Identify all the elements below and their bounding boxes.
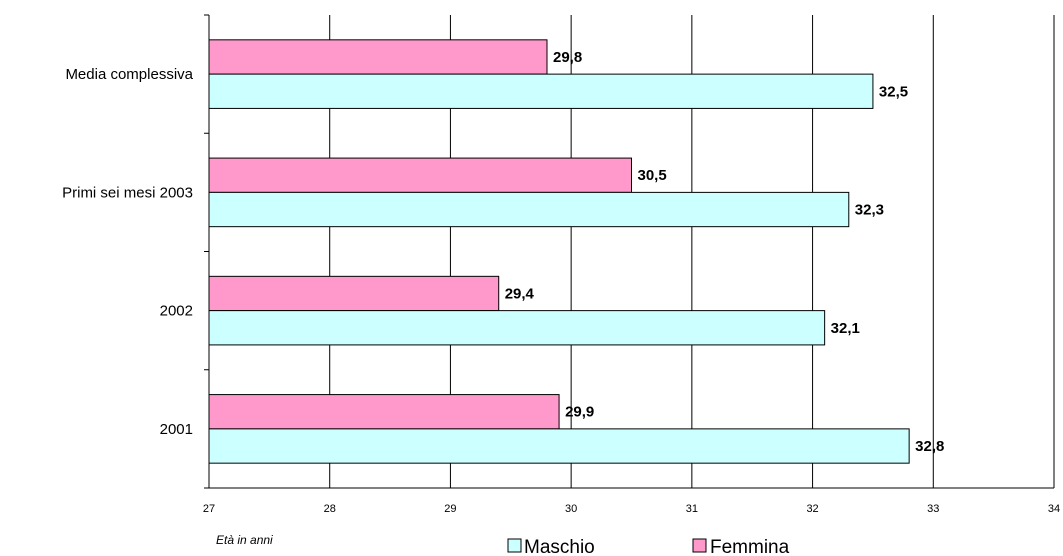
x-tick-label: 28 xyxy=(324,503,336,515)
data-label-maschio: 32,5 xyxy=(879,83,908,100)
x-axis-title: Età in anni xyxy=(216,533,273,547)
x-tick-label: 33 xyxy=(927,503,939,515)
x-tick-label: 31 xyxy=(686,503,698,515)
data-label-femmina: 29,9 xyxy=(565,404,594,421)
bar-maschio xyxy=(208,428,910,464)
data-label-maschio: 32,3 xyxy=(855,202,884,219)
category-label: 2002 xyxy=(160,303,193,320)
bar-maschio xyxy=(208,73,874,109)
bar-maschio xyxy=(208,191,850,228)
legend: Maschio Femmina xyxy=(507,537,790,556)
category-label: Primi sei mesi 2003 xyxy=(62,184,193,201)
bar-femmina xyxy=(208,39,548,75)
legend-label-maschio: Maschio xyxy=(524,537,595,556)
x-tick-label: 34 xyxy=(1048,503,1060,515)
bar-femmina xyxy=(208,275,500,312)
x-tick-label: 27 xyxy=(203,503,215,515)
bar-maschio xyxy=(208,310,826,346)
x-tick-label: 32 xyxy=(806,503,818,515)
data-label-maschio: 32,8 xyxy=(915,438,944,455)
bar-femmina xyxy=(208,394,560,430)
legend-swatch-femmina xyxy=(692,538,707,553)
data-label-maschio: 32,1 xyxy=(831,320,860,337)
bars xyxy=(208,39,910,464)
data-label-femmina: 29,4 xyxy=(505,285,535,302)
legend-label-femmina: Femmina xyxy=(710,537,790,556)
category-label: Media complessiva xyxy=(65,66,193,83)
x-tick-label: 29 xyxy=(444,503,456,515)
legend-swatch-maschio xyxy=(507,538,522,553)
data-label-femmina: 30,5 xyxy=(638,167,667,184)
labels: 27 28 29 30 31 32 33 34 2001 29,9 32,8 2002 29,4 32,1… xyxy=(62,49,1060,515)
data-label-femmina: 29,8 xyxy=(553,49,582,66)
bar-femmina xyxy=(208,157,632,193)
x-tick-label: 30 xyxy=(565,503,577,515)
category-label: 2001 xyxy=(160,421,193,438)
